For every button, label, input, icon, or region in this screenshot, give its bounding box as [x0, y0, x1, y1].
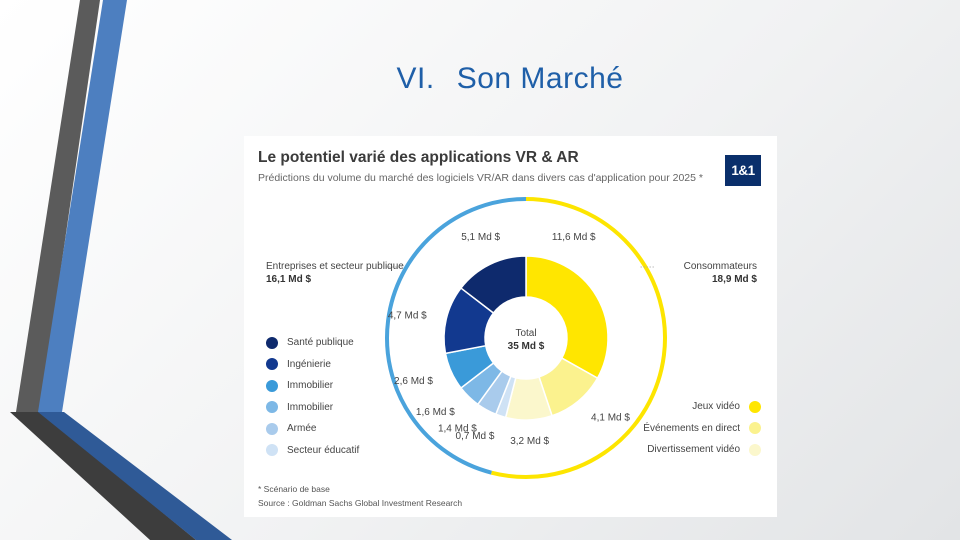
source-note: Source : Goldman Sachs Global Investment… — [258, 498, 463, 508]
legend-swatch — [749, 443, 761, 456]
legend-swatch — [266, 444, 278, 457]
slide-title-text: Son Marché — [456, 62, 624, 95]
group-value-business: 16,1 Md $ — [266, 274, 312, 285]
decor-stripe-dark-lower — [10, 412, 196, 540]
decor-stripe-blue-lower — [38, 412, 232, 540]
legend-label: Ingénierie — [287, 358, 331, 370]
legend-label: Divertissement vidéo — [647, 444, 740, 456]
legend-item: Ingénierie — [266, 354, 359, 376]
legend-item: Santé publique — [266, 332, 359, 354]
segment-value-label: 11,6 Md $ — [552, 232, 596, 243]
legend-swatch — [266, 422, 278, 435]
donut-segment — [459, 255, 527, 315]
total-value: 35 Md $ — [508, 341, 545, 352]
legend-label: Armée — [287, 423, 317, 435]
segment-value-label: 1,4 Md $ — [438, 423, 477, 434]
group-value-consumer: 18,9 Md $ — [711, 274, 757, 285]
legend-item: Armée — [266, 418, 359, 440]
segment-value-label: 4,1 Md $ — [591, 413, 630, 424]
company-logo: 1&1 — [725, 155, 761, 186]
segment-value-label: 0,7 Md $ — [456, 431, 495, 442]
slide-title: VI. Son Marché — [0, 62, 960, 96]
legend-item: Divertissement vidéo — [643, 439, 761, 461]
legend-item: Jeux vidéo — [643, 396, 761, 418]
legend-left: Santé publique Ingénierie Immobilier Immobi… — [266, 332, 359, 461]
segment-value-label: 4,7 Md $ — [388, 310, 427, 321]
legend-swatch — [749, 400, 761, 413]
legend-swatch — [266, 336, 278, 349]
legend-item: Événements en direct — [643, 418, 761, 440]
legend-label: Santé publique — [287, 337, 354, 349]
infographic-card: 11,6 Md $ 4,1 Md $ 3,2 Md $ 0,7 Md $1,4 Md … — [244, 136, 777, 517]
chart-subtitle: Prédictions du volume du marché des logi… — [258, 172, 703, 184]
legend-item: Immobilier — [266, 397, 359, 419]
legend-label: Secteur éducatif — [287, 444, 360, 456]
group-name-consumer: Consommateurs — [683, 261, 757, 272]
legend-label: Jeux vidéo — [692, 401, 740, 413]
slide-number: VI. — [396, 62, 435, 95]
legend-swatch — [749, 422, 761, 435]
ring-consumer — [490, 197, 667, 479]
legend-label: Immobilier — [287, 380, 334, 392]
segment-value-label: 1,6 Md $ — [416, 407, 455, 418]
legend-swatch — [266, 401, 278, 414]
legend-swatch — [266, 358, 278, 371]
legend-item: Secteur éducatif — [266, 440, 359, 462]
segment-value-label: 5,1 Md $ — [461, 232, 500, 243]
total-label: Total — [515, 328, 536, 339]
decor-stripe-blue — [38, 0, 127, 412]
ring-business — [385, 197, 527, 475]
chart-title: Le potentiel varié des applications VR &… — [258, 149, 579, 166]
group-name-business: Entreprises et secteur publique — [266, 261, 404, 272]
donut-segment — [525, 255, 609, 380]
decor-stripe-gray — [16, 0, 100, 412]
segment-value-label: 3,2 Md $ — [510, 436, 549, 447]
group-label-business: Entreprises et secteur publique 16,1 Md … — [266, 260, 404, 286]
legend-label: Immobilier — [287, 401, 334, 413]
segment-value-label: 2,6 Md $ — [394, 376, 433, 387]
legend-item: Immobilier — [266, 375, 359, 397]
group-label-consumer: Consommateurs 18,9 Md $ — [684, 260, 757, 286]
footnote: * Scénario de base — [258, 484, 330, 494]
legend-label: Événements en direct — [643, 422, 740, 434]
donut-chart: 11,6 Md $ 4,1 Md $ 3,2 Md $ 0,7 Md $1,4 Md … — [385, 197, 667, 479]
legend-right: Jeux vidéo Événements en direct Divertisse… — [643, 396, 761, 461]
legend-swatch — [266, 379, 278, 392]
